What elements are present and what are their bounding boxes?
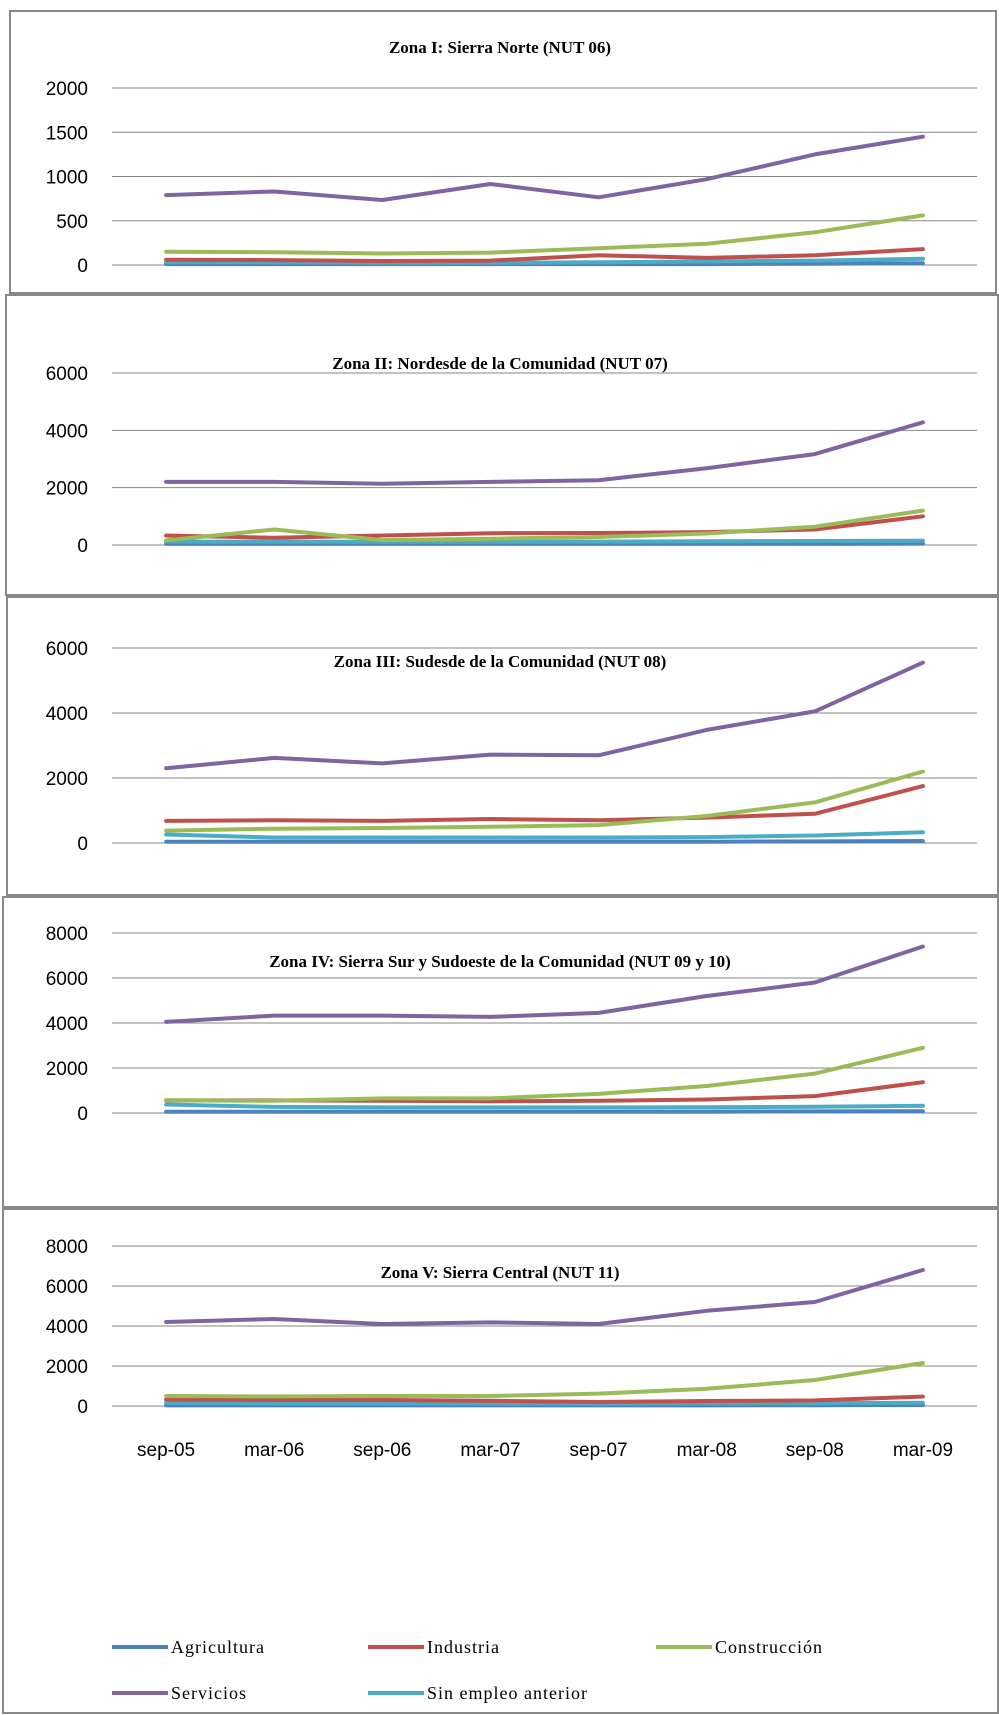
y-tick-panel-4-8000: 8000 bbox=[46, 924, 88, 945]
x-tick-sep-08: sep-08 bbox=[786, 1440, 844, 1461]
panel-frame-5 bbox=[2, 1208, 999, 1714]
y-tick-panel-4-4000: 4000 bbox=[46, 1014, 88, 1035]
x-tick-mar-06: mar-06 bbox=[244, 1440, 304, 1461]
series-line-panel-5-sin-empleo-anterior bbox=[164, 1400, 925, 1406]
x-tick-mar-09: mar-09 bbox=[893, 1440, 953, 1461]
x-tick-sep-05: sep-05 bbox=[137, 1440, 195, 1461]
x-axis-labels: sep-05 mar-06 sep-06 mar-07 sep-07 mar-08 sep-… bbox=[137, 1440, 953, 1461]
x-tick-sep-07: sep-07 bbox=[570, 1440, 628, 1461]
series-line-panel-3-industria bbox=[164, 784, 925, 823]
legend: Agricultura Industria Construcción Servi… bbox=[112, 1637, 823, 1703]
y-tick-panel-3-6000: 6000 bbox=[46, 639, 88, 660]
y-tick-panel-5-8000: 8000 bbox=[46, 1237, 88, 1258]
series-line-panel-1-construcci-n bbox=[164, 213, 925, 256]
series-line-panel-2-servicios bbox=[164, 420, 925, 486]
y-tick-panel-1-500: 500 bbox=[56, 212, 88, 233]
y-tick-panel-5-6000: 6000 bbox=[46, 1277, 88, 1298]
panel-frame-4 bbox=[2, 896, 999, 1208]
legend-label-industria: Industria bbox=[427, 1637, 500, 1657]
series-line-panel-4-agricultura bbox=[164, 1109, 925, 1114]
y-tick-panel-5-4000: 4000 bbox=[46, 1317, 88, 1338]
series-line-panel-3-agricultura bbox=[164, 839, 925, 844]
panel-title-1: Zona I: Sierra Norte (NUT 06) bbox=[389, 38, 611, 57]
series-line-panel-4-servicios bbox=[164, 944, 925, 1024]
legend-label-sin-empleo-anterior: Sin empleo anterior bbox=[427, 1683, 588, 1703]
y-tick-panel-4-6000: 6000 bbox=[46, 969, 88, 990]
panel-frame-3 bbox=[6, 596, 999, 896]
y-tick-panel-2-6000: 6000 bbox=[46, 364, 88, 385]
y-tick-panel-1-0: 0 bbox=[77, 256, 88, 277]
plot-area-group: 0 500 1000 1500 2000 0 2000 4000 6000 0 2000 4000 60… bbox=[46, 79, 977, 1418]
y-tick-panel-5-0: 0 bbox=[77, 1397, 88, 1418]
series-line-panel-3-construcci-n bbox=[164, 769, 925, 833]
panel-title-4: Zona IV: Sierra Sur y Sudoeste de la Com… bbox=[269, 952, 731, 971]
x-tick-sep-06: sep-06 bbox=[353, 1440, 411, 1461]
y-tick-panel-2-4000: 4000 bbox=[46, 421, 88, 442]
panel-frame-2 bbox=[5, 294, 999, 596]
y-tick-panel-1-1500: 1500 bbox=[46, 123, 88, 144]
y-tick-panel-2-0: 0 bbox=[77, 536, 88, 557]
y-tick-panel-1-2000: 2000 bbox=[46, 79, 88, 100]
y-tick-panel-3-2000: 2000 bbox=[46, 769, 88, 790]
series-line-panel-5-construcci-n bbox=[164, 1361, 925, 1399]
series-line-panel-1-industria bbox=[164, 247, 925, 263]
x-tick-mar-08: mar-08 bbox=[677, 1440, 737, 1461]
y-tick-panel-5-2000: 2000 bbox=[46, 1357, 88, 1378]
y-tick-panel-2-2000: 2000 bbox=[46, 479, 88, 500]
y-tick-panel-4-0: 0 bbox=[77, 1104, 88, 1125]
series-line-panel-5-servicios bbox=[164, 1268, 925, 1326]
series-line-panel-5-industria bbox=[164, 1394, 925, 1404]
legend-label-agricultura: Agricultura bbox=[171, 1637, 265, 1657]
series-line-panel-4-sin-empleo-anterior bbox=[164, 1102, 925, 1110]
series-line-panel-2-construcci-n bbox=[164, 508, 925, 543]
legend-label-servicios: Servicios bbox=[171, 1683, 247, 1703]
panel-frame-1 bbox=[9, 10, 997, 294]
series-line-panel-1-servicios bbox=[164, 134, 925, 202]
y-tick-panel-4-2000: 2000 bbox=[46, 1059, 88, 1080]
series-line-panel-2-sin-empleo-anterior bbox=[164, 538, 925, 544]
y-tick-panel-3-0: 0 bbox=[77, 834, 88, 855]
x-tick-mar-07: mar-07 bbox=[460, 1440, 520, 1461]
series-line-panel-4-construcci-n bbox=[164, 1045, 925, 1103]
series-line-panel-2-industria bbox=[164, 514, 925, 540]
series-line-panel-3-sin-empleo-anterior bbox=[164, 830, 925, 840]
series-line-panel-1-sin-empleo-anterior bbox=[164, 256, 925, 265]
y-tick-panel-1-1000: 1000 bbox=[46, 168, 88, 189]
panel-title-2: Zona II: Nordesde de la Comunidad (NUT 0… bbox=[332, 354, 667, 373]
y-tick-panel-3-4000: 4000 bbox=[46, 704, 88, 725]
panel-title-5: Zona V: Sierra Central (NUT 11) bbox=[380, 1263, 619, 1282]
legend-label-construccion: Construcción bbox=[715, 1637, 823, 1657]
panel-title-3: Zona III: Sudesde de la Comunidad (NUT 0… bbox=[334, 652, 667, 671]
series-line-panel-3-servicios bbox=[164, 660, 925, 771]
